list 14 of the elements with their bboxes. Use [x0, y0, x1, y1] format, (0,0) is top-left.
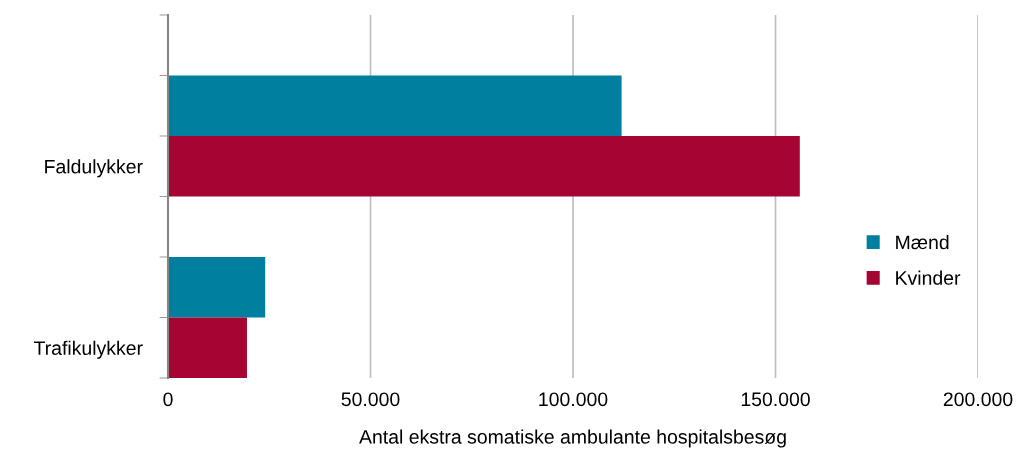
x-tick-label: 100.000	[539, 392, 608, 407]
legend-label: Mænd	[896, 234, 949, 250]
bar	[168, 257, 266, 318]
legend-label: Kvinder	[896, 270, 961, 285]
x-tick-label: 0	[163, 392, 173, 407]
bar	[168, 75, 622, 136]
bar	[168, 136, 800, 197]
x-tick-label: 50.000	[341, 392, 400, 407]
y-tick-label: Faldulykker	[45, 159, 143, 178]
y-tick-label: Trafikulykker	[33, 340, 143, 359]
bar	[168, 317, 247, 378]
x-tick-label: 150.000	[741, 392, 810, 407]
x-axis-title: Antal ekstra somatiske ambulante hospitalsbesøg	[359, 429, 786, 448]
x-tick-label: 200.000	[943, 392, 1013, 407]
